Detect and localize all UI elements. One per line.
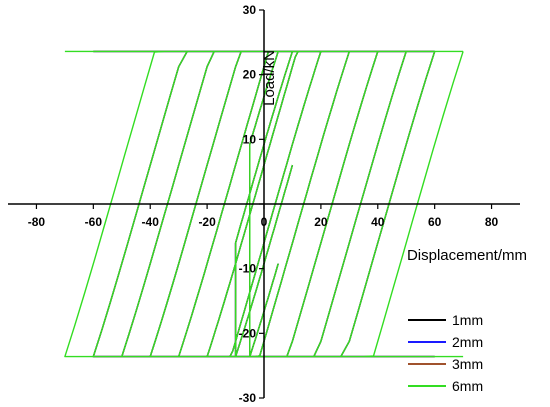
y-tick-label: -10 [239,262,257,276]
x-axis-label: Displacement/mm [407,247,527,264]
y-axis-label: Load/kN [261,50,278,106]
y-tick-label: 20 [243,68,257,82]
y-tick-label: 30 [243,3,257,17]
x-tick-label: 20 [314,215,328,229]
x-tick-label: -80 [28,215,46,229]
x-tick-label: 40 [371,215,385,229]
x-tick-label: 0 [261,215,268,229]
legend-label: 2mm [452,334,483,350]
x-ticks: -80 -60 -40 -20 0 20 40 60 80 [28,204,499,229]
x-tick-label: 60 [428,215,442,229]
legend-label: 6mm [452,378,483,394]
legend-label: 1mm [452,312,483,328]
legend-label: 3mm [452,356,483,372]
x-tick-label: -60 [85,215,103,229]
x-tick-label: 80 [485,215,499,229]
legend: 1mm 2mm 3mm 6mm [408,312,483,394]
y-tick-label: -20 [239,326,257,340]
x-tick-label: -20 [198,215,216,229]
y-tick-label: -30 [239,391,257,405]
x-tick-label: -40 [142,215,160,229]
y-ticks: -30 -20 -10 10 20 30 [239,3,264,405]
y-tick-label: 10 [243,132,257,146]
